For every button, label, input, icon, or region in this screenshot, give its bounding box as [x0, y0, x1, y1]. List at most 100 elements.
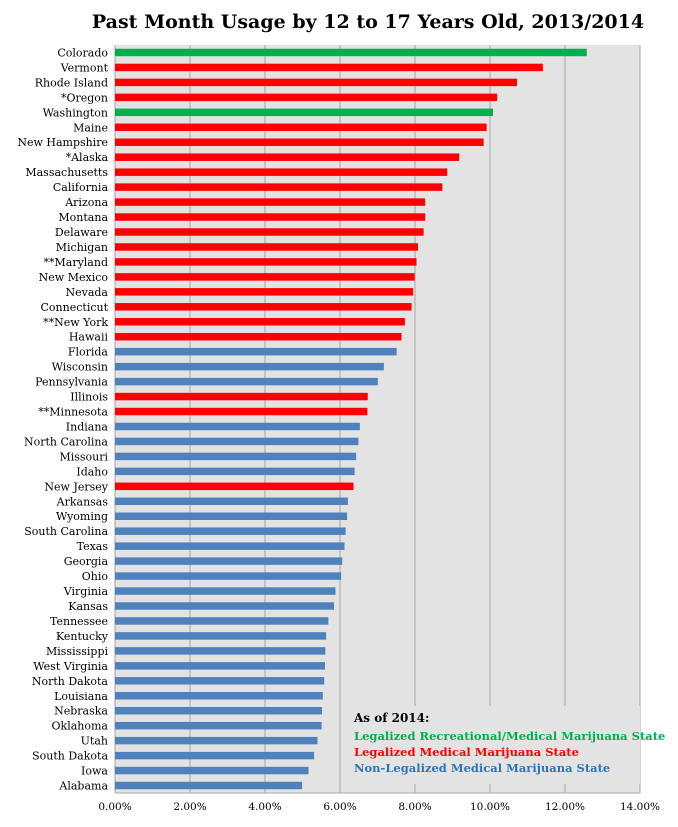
category-label: Nebraska [54, 705, 108, 718]
category-label: Michigan [56, 241, 108, 254]
bar [115, 692, 323, 700]
legend-item-non-legalized: Non-Legalized Medical Marijuana State [354, 761, 610, 775]
category-label: North Carolina [24, 435, 108, 448]
x-tick-label: 12.00% [545, 801, 585, 813]
x-axis-ticks: 0.00% 2.00% 4.00% 6.00% 8.00% 10.00% 12.00% 14.… [98, 801, 660, 813]
category-label: Mississippi [46, 645, 108, 658]
category-label: Alabama [58, 780, 108, 793]
category-label: Rhode Island [35, 76, 108, 89]
x-tick-label: 4.00% [248, 801, 281, 813]
category-label: Texas [77, 540, 109, 553]
bar [115, 153, 460, 161]
category-label: North Dakota [32, 675, 109, 688]
bar [115, 123, 487, 132]
category-label: Kentucky [56, 630, 109, 643]
bar [115, 736, 318, 745]
bar [115, 647, 326, 655]
category-label: Wisconsin [52, 361, 108, 374]
category-label: Maine [73, 121, 108, 134]
bar [115, 706, 322, 715]
category-label: Kansas [68, 600, 108, 613]
bar [115, 198, 426, 206]
bar [115, 557, 343, 565]
bar [115, 766, 309, 775]
bar [115, 721, 322, 730]
category-label: Arizona [64, 196, 108, 209]
bar [115, 512, 348, 520]
category-label: **Maryland [44, 256, 109, 269]
category-label: **Minnesota [38, 406, 108, 419]
category-label: *Oregon [61, 91, 108, 104]
bar [115, 273, 415, 281]
legend-item-recreational: Legalized Recreational/Medical Marijuana… [354, 729, 665, 743]
category-label: Hawaii [69, 331, 109, 344]
bar [115, 677, 325, 685]
category-label: Indiana [66, 420, 109, 433]
bar [115, 377, 378, 386]
category-label: New Mexico [39, 271, 109, 284]
bar [115, 392, 368, 401]
bar [115, 168, 448, 176]
bar [115, 542, 345, 550]
category-label: Pennsylvania [35, 376, 108, 389]
category-label: Montana [58, 211, 108, 224]
category-label: Arkansas [56, 495, 109, 508]
bar [115, 347, 397, 356]
category-labels: Colorado Vermont Rhode Island *Oregon Washin… [17, 46, 108, 792]
category-label: Tennessee [50, 615, 108, 628]
category-label: Virginia [63, 585, 109, 598]
category-label: South Dakota [32, 750, 108, 763]
category-label: Missouri [59, 450, 108, 463]
bar [115, 482, 354, 491]
bar [115, 48, 587, 57]
bar [115, 497, 348, 506]
bar [115, 527, 346, 535]
category-label: Colorado [57, 46, 108, 59]
bar [115, 138, 484, 146]
bar [115, 617, 329, 625]
category-label: South Carolina [24, 525, 108, 538]
chart-title: Past Month Usage by 12 to 17 Years Old, … [92, 11, 644, 33]
x-tick-label: 2.00% [173, 801, 206, 813]
category-label: **New York [43, 316, 108, 329]
bar [115, 437, 359, 446]
category-label: Ohio [82, 570, 109, 583]
bar [115, 213, 426, 221]
category-label: Washington [43, 106, 108, 119]
bar [115, 781, 303, 790]
category-label: New Jersey [44, 480, 108, 493]
category-label: Vermont [60, 61, 109, 74]
category-label: West Virginia [33, 660, 108, 673]
x-tick-label: 14.00% [620, 801, 660, 813]
category-label: Florida [68, 346, 109, 359]
category-label: Idaho [76, 465, 108, 478]
bar [115, 183, 443, 191]
bar [115, 243, 418, 251]
x-tick-label: 10.00% [470, 801, 510, 813]
x-tick-label: 8.00% [398, 801, 431, 813]
bar [115, 108, 493, 117]
category-label: Massachusetts [25, 166, 108, 179]
bar [115, 78, 517, 87]
category-label: *Alaska [66, 151, 109, 164]
bar [115, 258, 417, 266]
category-label: Georgia [64, 555, 109, 568]
bar [115, 751, 315, 760]
bar [115, 63, 543, 72]
x-tick-label: 6.00% [323, 801, 356, 813]
bar [115, 467, 355, 476]
category-label: Connecticut [41, 301, 109, 314]
bar [115, 362, 384, 371]
bar [115, 93, 498, 102]
legend-box [348, 706, 640, 784]
bar [115, 632, 327, 640]
legend-item-medical: Legalized Medical Marijuana State [354, 745, 579, 759]
bars [115, 48, 587, 790]
bar [115, 228, 424, 236]
legend-title: As of 2014: [353, 711, 429, 725]
category-label: Illinois [70, 391, 108, 404]
category-label: California [53, 181, 109, 194]
legend: As of 2014: Legalized Recreational/Medic… [348, 706, 665, 784]
